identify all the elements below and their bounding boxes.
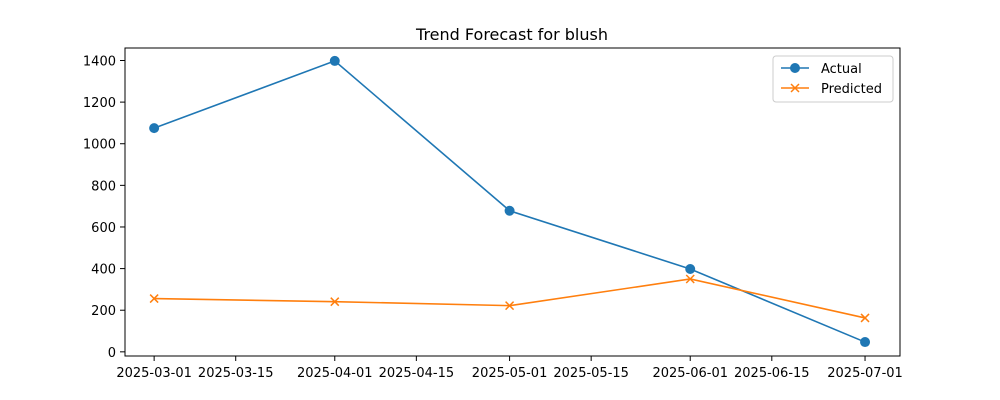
legend-marker-predicted — [790, 83, 800, 93]
legend-marker-actual — [790, 63, 800, 73]
plot-area — [124, 47, 901, 357]
data-point-predicted — [685, 274, 695, 284]
data-point-predicted — [149, 294, 159, 304]
y-tick-label: 1000 — [83, 138, 116, 153]
x-tick-label: 2025-06-01 — [652, 366, 728, 381]
x-tick-label: 2025-07-01 — [827, 366, 903, 381]
legend-label-predicted: Predicted — [821, 82, 882, 97]
data-point-actual — [149, 123, 160, 134]
y-tick-label: 1200 — [83, 96, 116, 111]
data-point-predicted — [330, 297, 340, 307]
x-axis: 2025-03-01 2025-03-15 2025-04-01 2025-04-15… — [116, 356, 903, 381]
data-point-predicted — [505, 301, 515, 311]
y-tick-label: 800 — [91, 179, 116, 194]
data-point-actual — [860, 337, 871, 348]
x-tick-label: 2025-06-15 — [734, 366, 810, 381]
data-point-actual — [685, 264, 696, 275]
x-tick-label: 2025-05-15 — [553, 366, 629, 381]
y-axis: 0 200 400 600 800 1000 1200 1400 — [83, 54, 125, 361]
y-tick-label: 600 — [91, 221, 116, 236]
data-point-actual — [329, 55, 340, 66]
x-tick-label: 2025-03-15 — [198, 366, 274, 381]
series-layer — [149, 55, 871, 348]
x-tick-label: 2025-04-01 — [297, 366, 373, 381]
legend: Actual Predicted — [772, 55, 894, 103]
y-tick-label: 0 — [108, 346, 116, 361]
legend-label-actual: Actual — [821, 62, 862, 77]
y-tick-label: 400 — [91, 263, 116, 278]
data-point-actual — [504, 205, 515, 216]
x-tick-label: 2025-05-01 — [472, 366, 548, 381]
x-tick-label: 2025-03-01 — [116, 366, 192, 381]
y-tick-label: 1400 — [83, 54, 116, 69]
data-point-predicted — [860, 313, 870, 323]
x-tick-label: 2025-04-15 — [379, 366, 455, 381]
y-tick-label: 200 — [91, 304, 116, 319]
series-line-predicted — [154, 278, 866, 319]
chart-title: Trend Forecast for blush — [415, 25, 608, 44]
